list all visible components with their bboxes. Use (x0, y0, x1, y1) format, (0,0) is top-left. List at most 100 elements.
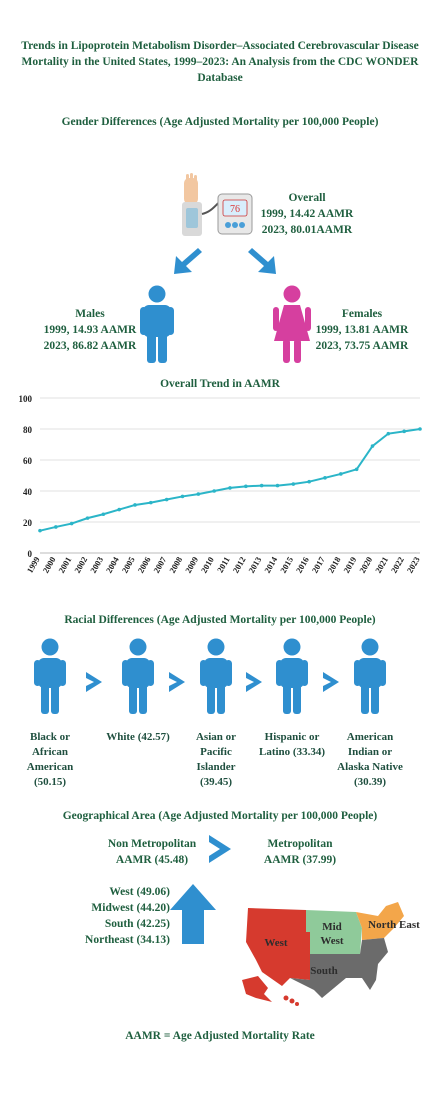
x-tick-label: 2014 (262, 554, 280, 574)
series-line (39, 428, 421, 532)
race-group-label: Black or African American (50.15) (26, 731, 74, 788)
x-tick-label: 2016 (294, 555, 311, 575)
data-point (38, 528, 42, 533)
data-point (133, 503, 137, 507)
person-icon (121, 638, 155, 719)
x-tick-label: 2012 (230, 555, 247, 575)
x-tick-label: 2001 (56, 555, 73, 575)
data-point (259, 483, 264, 488)
data-point (275, 483, 280, 488)
arrow-down-right-icon (248, 248, 276, 274)
map-northeast (356, 902, 404, 940)
data-point (117, 507, 121, 512)
data-point (69, 521, 74, 526)
x-tick-label: 2005 (120, 555, 137, 575)
males-2023: 2023, 86.82 AAMR (43, 340, 137, 352)
person-icon (275, 638, 309, 719)
arrow-down-left-icon (174, 248, 202, 274)
x-tick-label: 2013 (246, 555, 263, 575)
x-tick-label: 2021 (373, 555, 390, 575)
y-tick-label: 40 (23, 487, 33, 497)
x-tick-label: 2022 (389, 555, 406, 575)
x-tick-label: 2011 (215, 555, 232, 574)
x-tick-label: 2003 (88, 555, 105, 575)
y-tick-label: 60 (23, 456, 33, 466)
data-point (370, 444, 375, 448)
map-alaska (242, 976, 272, 1002)
race-group-label: American Indian or Alaska Native (30.39) (337, 731, 403, 788)
metro-stats: Metropolitan AAMR (37.99) (240, 836, 360, 868)
data-point (164, 497, 169, 502)
x-tick-label: 2017 (310, 554, 328, 574)
x-tick-label: 2009 (183, 555, 200, 575)
metro-value: AAMR (37.99) (263, 854, 337, 866)
metro-label: Metropolitan (267, 838, 333, 850)
y-tick-label: 20 (23, 518, 33, 528)
race-group-label: White (42.57) (106, 731, 170, 743)
data-point (339, 472, 343, 476)
map-label-northeast: North East (368, 919, 420, 931)
data-point (244, 484, 248, 489)
females-label: Females (341, 308, 383, 320)
males-stats: Males 1999, 14.93 AAMR 2023, 86.82 AAMR (30, 306, 150, 354)
females-2023: 2023, 73.75 AAMR (315, 340, 409, 352)
male-icon (140, 285, 174, 363)
overall-2023: 2023, 80.01AAMR (261, 224, 353, 236)
x-tick-label: 2018 (325, 555, 342, 575)
us-region-map: West Mid West North East South (242, 902, 420, 1006)
race-group-label: Hispanic or Latino (33.34) (259, 731, 325, 758)
y-tick-label: 80 (23, 425, 33, 435)
greater-than-icon (209, 835, 231, 863)
data-point (85, 516, 90, 520)
greater-than-icon (321, 670, 341, 699)
female-icon (273, 285, 311, 363)
data-point (354, 467, 359, 472)
race-row: Black or African American (50.15) White … (0, 636, 440, 806)
nonmetro-value: AAMR (45.48) (115, 854, 189, 866)
x-tick-label: 2010 (199, 555, 216, 575)
x-tick-label: 2008 (167, 555, 184, 575)
greater-than-icon (244, 670, 264, 699)
x-tick-label: 2019 (341, 555, 358, 575)
monitor-reading: 76 (230, 204, 240, 215)
nonmetro-label: Non Metropolitan (107, 838, 197, 850)
overall-1999: 1999, 14.42 AAMR (260, 208, 354, 220)
arrow-up-icon (170, 884, 216, 944)
x-tick-label: 2007 (151, 554, 169, 574)
data-point (291, 482, 296, 486)
map-hawaii-1 (283, 995, 289, 1001)
males-1999: 1999, 14.93 AAMR (43, 324, 137, 336)
region-south: South (42.25) (104, 918, 170, 930)
data-point (418, 427, 422, 431)
greater-than-icon (167, 670, 187, 699)
aamr-line-chart: 0204060801001999200020012002200320042005… (19, 394, 422, 575)
data-point (323, 476, 327, 480)
data-point (54, 525, 58, 529)
blood-pressure-icon: 76 (182, 173, 253, 236)
females-1999: 1999, 13.81 AAMR (315, 324, 409, 336)
x-tick-label: 2015 (278, 555, 295, 575)
region-west: West (49.06) (109, 886, 170, 898)
region-list: West (49.06) Midwest (44.20) South (42.2… (40, 884, 170, 948)
y-tick-label: 0 (28, 549, 33, 559)
x-tick-label: 2000 (40, 555, 57, 575)
map-midwest (306, 910, 362, 954)
gender-heading: Gender Differences (Age Adjusted Mortali… (61, 116, 379, 128)
data-point (196, 492, 201, 496)
map-label-midwest-2: West (320, 935, 344, 947)
data-point (228, 486, 232, 490)
person-icon (199, 638, 233, 719)
data-point (180, 494, 185, 499)
data-point (101, 512, 106, 517)
data-point (402, 429, 406, 434)
person-icon (353, 638, 387, 719)
data-point (307, 479, 311, 484)
data-point (149, 500, 153, 505)
map-label-west: West (264, 937, 288, 949)
greater-than-icon (84, 670, 104, 699)
y-tick-label: 100 (19, 394, 33, 404)
geo-heading: Geographical Area (Age Adjusted Mortalit… (62, 810, 378, 822)
x-tick-label: 2020 (357, 555, 374, 575)
region-northeast: Northeast (34.13) (85, 934, 170, 946)
map-hawaii-2 (289, 998, 295, 1004)
